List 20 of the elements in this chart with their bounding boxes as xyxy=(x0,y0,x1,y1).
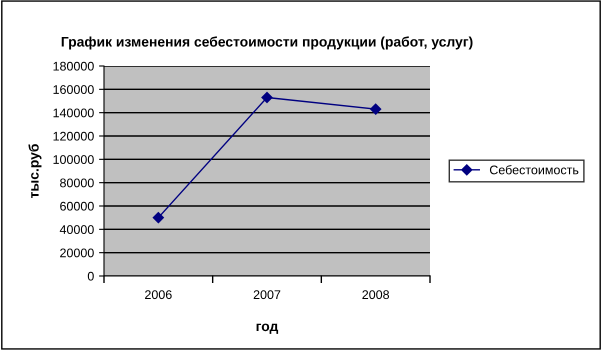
y-tick-label: 140000 xyxy=(54,108,94,118)
y-tick-label: 20000 xyxy=(60,248,94,258)
legend-label: Себестоимость xyxy=(490,165,578,174)
point xyxy=(370,104,382,115)
y-tick-label: 120000 xyxy=(54,132,94,141)
x-tick-label: 2006 xyxy=(145,290,172,300)
point xyxy=(261,92,273,104)
x-tick-label: 2007 xyxy=(254,290,280,300)
point xyxy=(152,212,164,224)
y-tick-label: 40000 xyxy=(60,225,94,234)
y-tick-label: 160000 xyxy=(54,85,94,94)
y-tick-label: 100000 xyxy=(54,155,94,164)
y-axis-title: тыс.руб xyxy=(28,144,42,198)
y-tick-label: 60000 xyxy=(60,202,94,211)
y-tick-label: 180000 xyxy=(54,62,94,71)
x-axis-title: год xyxy=(256,324,278,334)
y-tick-label: 80000 xyxy=(60,178,94,188)
chart-title: График изменения себестоимости продукции (работ, услуг) xyxy=(62,36,473,50)
y-tick-label: 0 xyxy=(88,272,94,281)
x-tick-label: 2008 xyxy=(362,290,390,300)
